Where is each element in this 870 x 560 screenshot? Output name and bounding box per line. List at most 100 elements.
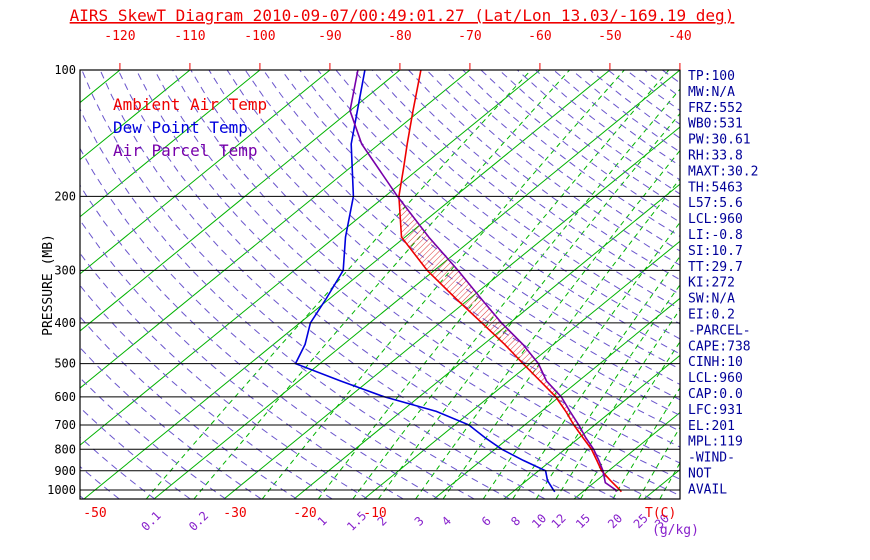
dry-adiabat-line (535, 70, 680, 181)
temp-unit-label: T(C) (645, 506, 676, 521)
dry-adiabat-line (444, 70, 680, 252)
dry-adiabat-line (81, 70, 546, 499)
isotherm-line (80, 70, 191, 161)
dry-adiabat-line (244, 70, 680, 416)
isotherm-line (363, 240, 680, 499)
dry-adiabat-line (117, 70, 617, 499)
dry-adiabat-line (135, 70, 652, 499)
dry-adiabat-line (426, 70, 680, 266)
mixing-ratio-label: 10 (529, 511, 549, 531)
dry-adiabat-line (262, 70, 680, 401)
stats-line: TP:100 (688, 69, 735, 84)
mixing-ratio-label: 8 (508, 514, 523, 529)
mixing-ratio-line (352, 88, 680, 499)
bottom-temp-label: -10 (363, 506, 386, 521)
mixing-unit-label: (g/kg) (652, 523, 699, 538)
dry-adiabat-line (281, 70, 680, 385)
bottom-temp-label: -50 (83, 506, 106, 521)
dry-adiabat-line (80, 147, 475, 499)
stats-line: L57:5.6 (688, 196, 743, 211)
top-axis-label: -40 (668, 29, 691, 44)
chart-generated-layers: 100 200 300 400 500 600 700 800 900 1000 -120 -110 -… (47, 29, 758, 534)
isotherm-line (80, 70, 261, 218)
mixing-ratio-label: 4 (439, 514, 454, 529)
dry-adiabat-line (80, 406, 191, 499)
stats-line: FRZ:552 (688, 101, 743, 116)
mixing-ratio-line (317, 70, 670, 499)
mixing-ratio-line (145, 70, 532, 499)
dry-adiabat-line (80, 346, 262, 499)
isotherm-line (503, 354, 680, 499)
pressure-tick-label: 700 (54, 418, 76, 432)
mixing-ratio-label: 0.1 (139, 509, 164, 534)
stats-line: CINH:10 (688, 355, 743, 370)
isotherm-line (80, 70, 331, 275)
mixing-ratio-label: 20 (605, 511, 625, 531)
dry-adiabat-line (643, 70, 680, 98)
air-parcel-temp-curve (349, 70, 618, 493)
isotherm-line (293, 183, 680, 499)
dry-adiabat-line (154, 70, 680, 497)
dry-adiabat-line (80, 252, 368, 499)
stats-line: LFC:931 (688, 403, 743, 418)
stats-line: -WIND- (688, 451, 735, 466)
dry-adiabat-line (80, 465, 120, 499)
legend-air-parcel-temp: Air Parcel Temp (113, 141, 258, 160)
mixing-ratio-line (442, 178, 680, 499)
isotherm-line (80, 70, 401, 332)
dry-adiabat-line (80, 107, 510, 499)
dry-adiabat-line (480, 70, 680, 223)
pressure-tick-label: 800 (54, 442, 76, 456)
dry-adiabat-line (190, 70, 680, 464)
stats-line: LI:-0.8 (688, 228, 743, 243)
stats-line: MPL:119 (688, 435, 743, 450)
mixing-ratio-line (580, 341, 680, 499)
stats-line: TH:5463 (688, 180, 743, 195)
stats-line: KI:272 (688, 276, 735, 291)
stats-line: PW:30.61 (688, 133, 751, 148)
stats-line: CAP:0.0 (688, 387, 743, 402)
mixing-ratio-line (193, 70, 570, 499)
isotherm-line (573, 411, 680, 499)
mixing-ratio-label: 15 (573, 511, 593, 531)
pressure-tick-label: 900 (54, 464, 76, 478)
dry-adiabat-line (353, 70, 680, 325)
cape-hatch-area (399, 201, 604, 473)
top-axis-label: -80 (388, 29, 411, 44)
dry-adiabat-line (80, 184, 439, 499)
stats-line: RH:33.8 (688, 149, 743, 164)
dry-adiabat-line (80, 436, 155, 499)
dry-adiabat-line (80, 219, 404, 499)
pressure-tick-label: 400 (54, 316, 76, 330)
stats-line: CAPE:738 (688, 339, 751, 354)
pressure-tick-label: 600 (54, 390, 76, 404)
legend-ambient-air-temp: Ambient Air Temp (113, 95, 267, 114)
mixing-ratio-label: 0.2 (186, 509, 211, 534)
stats-line: EL:201 (688, 419, 735, 434)
pressure-tick-label: 500 (54, 357, 76, 371)
dry-adiabat-line (172, 70, 680, 480)
chart-title: AIRS SkewT Diagram 2010-09-07/00:49:01.2… (70, 6, 735, 25)
top-axis-label: -90 (318, 29, 341, 44)
dry-adiabat-line (299, 70, 680, 370)
pressure-tick-label: 300 (54, 263, 76, 277)
dry-adiabat-line (335, 70, 680, 340)
dry-adiabat-line (408, 70, 680, 281)
mixing-ratio-label: 6 (479, 514, 494, 529)
top-axis-label: -120 (104, 29, 135, 44)
top-axis-label: -50 (598, 29, 621, 44)
stats-line: SW:N/A (688, 292, 735, 307)
mixing-ratio-line (512, 255, 680, 499)
dry-adiabat-line (516, 70, 680, 195)
isotherm-line (80, 70, 471, 389)
stats-line: TT:29.7 (688, 260, 743, 275)
isotherm-line (80, 70, 121, 104)
stats-line: SI:10.7 (688, 244, 743, 259)
stats-line: MAXT:30.2 (688, 164, 758, 179)
dew-point-temp-curve (294, 70, 556, 493)
top-axis-label: -100 (244, 29, 275, 44)
mixing-ratio-line (638, 426, 680, 499)
stats-line: LCL:960 (688, 371, 743, 386)
mixing-ratio-line (612, 386, 680, 499)
